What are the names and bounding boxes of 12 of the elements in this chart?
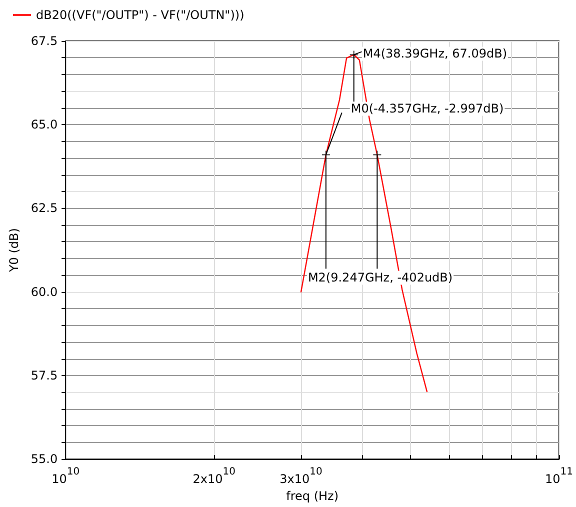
y-tick-label: 65.0 <box>30 118 58 132</box>
y-tick-label: 67.5 <box>30 34 58 48</box>
y-tick-label: 62.5 <box>30 201 58 216</box>
y-tick-label: 60.0 <box>30 284 58 299</box>
x-axis-title: freq (Hz) <box>286 489 339 503</box>
annotation: M2(9.247GHz, -402udB) <box>308 270 453 285</box>
y-tick-label: 57.5 <box>30 368 58 382</box>
y-tick-label: 55.0 <box>30 452 58 466</box>
legend-label: dB20((VF("/OUTP") - VF("/OUTN"))) <box>36 8 244 22</box>
y-axis-title: Y0 (dB) <box>7 228 21 274</box>
annotation: M0(-4.357GHz, -2.997dB) <box>350 102 504 116</box>
annotation: M4(38.39GHz, 67.09dB) <box>362 46 508 61</box>
